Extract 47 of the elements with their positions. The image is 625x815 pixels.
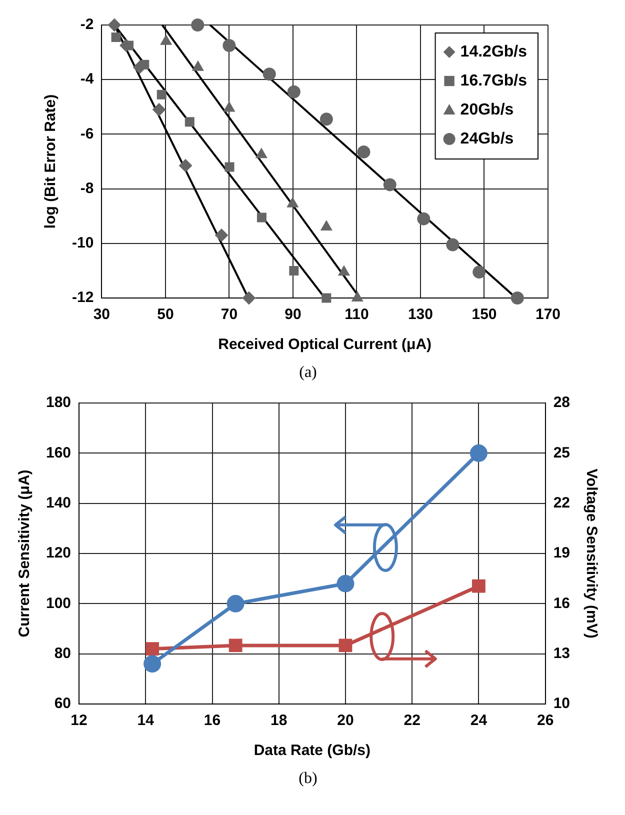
y-tick-label: -8 <box>80 180 94 197</box>
x-tick-label: 170 <box>535 306 561 324</box>
y-tick-label: 60 <box>54 695 72 712</box>
y2-tick-label: 16 <box>553 594 570 612</box>
y-tick-label: 140 <box>46 494 72 512</box>
text: (b) <box>298 770 318 788</box>
x-tick-label: 26 <box>536 712 554 730</box>
y-tick-label: -2 <box>80 16 94 34</box>
y-tick-label: 160 <box>46 444 72 462</box>
y-axis-title: Current Sensitivity (μA) <box>16 470 34 638</box>
y2-tick-label: 19 <box>553 544 570 562</box>
y2-tick-label: 13 <box>553 644 570 662</box>
y-tick-label: -12 <box>72 289 94 306</box>
legend-label: 14.2Gb/s <box>460 43 528 60</box>
x-tick-label: 130 <box>408 306 433 324</box>
x-tick-label: 12 <box>70 712 88 730</box>
y2-tick-label: 25 <box>553 444 570 462</box>
x-tick-label: 20 <box>337 712 354 730</box>
y-tick-label: 120 <box>46 544 72 562</box>
y-axis-title: log (Bit Error Rate) <box>42 94 60 229</box>
text: (a) <box>298 364 318 382</box>
y2-axis-title: Voltage Sensitivity (mV) <box>582 468 600 638</box>
legend-label: 20Gb/s <box>460 101 514 118</box>
y-tick-label: -4 <box>80 70 94 88</box>
x-tick-label: 14 <box>137 712 155 730</box>
y2-tick-label: 10 <box>553 695 570 712</box>
x-tick-label: 22 <box>404 712 420 730</box>
legend-label: 24Gb/s <box>460 130 514 148</box>
y-tick-label: 180 <box>46 394 72 412</box>
x-axis-title: Data Rate (Gb/s) <box>254 742 371 760</box>
y-tick-label: -6 <box>80 125 94 142</box>
y2-tick-label: 28 <box>553 394 570 412</box>
x-tick-label: 150 <box>472 306 497 324</box>
legend-label: 16.7Gb/s <box>460 72 528 90</box>
x-tick-label: 110 <box>344 306 369 324</box>
x-tick-label: 24 <box>470 712 488 730</box>
x-tick-label: 90 <box>284 306 302 324</box>
x-tick-label: 16 <box>204 712 221 730</box>
y-tick-label: 80 <box>54 644 72 662</box>
y-tick-label: -10 <box>72 234 94 252</box>
x-tick-label: 70 <box>220 306 238 324</box>
x-tick-label: 30 <box>93 306 110 324</box>
x-tick-label: 50 <box>157 306 174 324</box>
y2-tick-label: 22 <box>553 494 570 512</box>
x-axis-title: Received Optical Current (μA) <box>218 336 432 354</box>
x-tick-label: 18 <box>270 712 288 730</box>
y-tick-label: 100 <box>46 594 72 612</box>
